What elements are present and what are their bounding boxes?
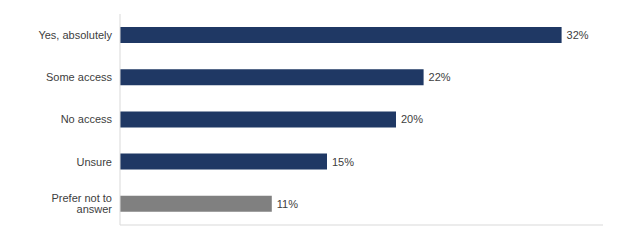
svg-text:32%: 32%: [567, 29, 589, 41]
svg-text:Yes, absolutely: Yes, absolutely: [38, 29, 112, 41]
svg-text:20%: 20%: [401, 113, 423, 125]
svg-text:Some access: Some access: [46, 71, 113, 83]
svg-text:15%: 15%: [332, 156, 354, 168]
svg-text:22%: 22%: [429, 71, 451, 83]
svg-text:11%: 11%: [277, 198, 298, 210]
svg-text:Unsure: Unsure: [77, 156, 112, 168]
svg-text:Prefer not toanswer: Prefer not toanswer: [51, 192, 112, 215]
svg-text:No access: No access: [61, 113, 113, 125]
